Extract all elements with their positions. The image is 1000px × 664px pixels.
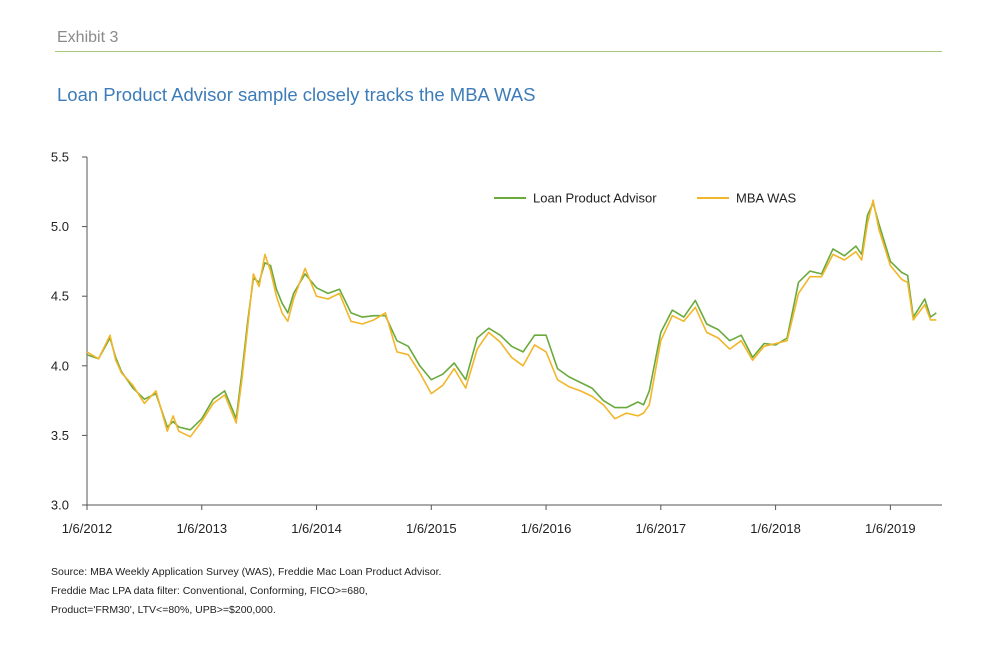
y-tick-label: 4.5 [51, 289, 69, 304]
y-tick-label: 5.0 [51, 219, 69, 234]
series-layer [86, 199, 937, 438]
legend-label: Loan Product Advisor [533, 191, 657, 206]
series-line [86, 199, 937, 438]
x-tick-label: 1/6/2018 [750, 521, 801, 536]
chart-title: Loan Product Advisor sample closely trac… [57, 84, 536, 105]
header-divider [55, 51, 942, 52]
y-tick-label: 3.0 [51, 498, 69, 513]
x-tick-label: 1/6/2014 [291, 521, 342, 536]
series-line [86, 202, 937, 431]
filter-note-continued: Product='FRM30', LTV<=80%, UPB>=$200,000… [51, 604, 276, 616]
legend-label: MBA WAS [736, 191, 797, 206]
x-tick-label: 1/6/2012 [62, 521, 113, 536]
y-tick-label: 5.5 [51, 150, 69, 165]
exhibit-label: Exhibit 3 [57, 29, 119, 46]
y-tick-label: 3.5 [51, 428, 69, 443]
x-tick-label: 1/6/2019 [865, 521, 916, 536]
y-tick-label: 4.0 [51, 358, 69, 373]
source-note: Source: MBA Weekly Application Survey (W… [51, 566, 442, 578]
legend: Loan Product Advisor MBA WAS [494, 191, 797, 206]
chart-axes: 3.0 3.5 4.0 4.5 5.0 5.5 1/6/2012 1/6/2013 1/6/20… [51, 150, 942, 536]
x-tick-label: 1/6/2016 [521, 521, 572, 536]
x-tick-label: 1/6/2013 [176, 521, 227, 536]
source-notes: Source: MBA Weekly Application Survey (W… [51, 563, 441, 620]
filter-note: Freddie Mac LPA data filter: Conventiona… [51, 585, 368, 597]
x-tick-label: 1/6/2015 [406, 521, 457, 536]
x-tick-label: 1/6/2017 [636, 521, 687, 536]
